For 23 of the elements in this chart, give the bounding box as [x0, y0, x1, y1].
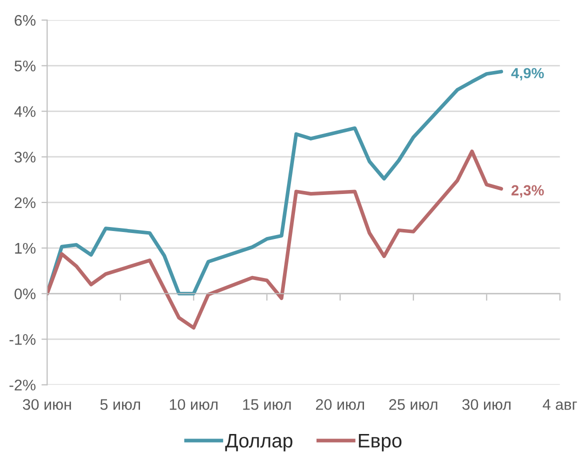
x-tick-label: 20 июл: [316, 399, 364, 410]
data-label: 4,9%: [511, 68, 544, 80]
line-series: [47, 150, 504, 330]
y-tick-label: 0%: [14, 288, 36, 300]
data-label: 2,3%: [512, 185, 544, 198]
y-tick-label: 6%: [14, 14, 36, 26]
y-tick-label: 4%: [14, 106, 36, 117]
legend-label: Доллар: [225, 434, 292, 452]
x-tick-label: 10 июл: [170, 399, 218, 410]
legend-label: Евро: [358, 434, 402, 452]
y-tick-label: 2%: [14, 197, 36, 208]
y-tick-label: -1%: [10, 334, 36, 345]
y-tick-label: -2%: [10, 380, 36, 390]
line-series: [47, 70, 504, 296]
x-tick-label: 4 авг: [542, 399, 577, 410]
x-tick-label: 15 июл: [243, 399, 291, 410]
x-tick-label: 30 июн: [22, 399, 71, 410]
x-tick-label: 5 июл: [100, 399, 140, 410]
y-tick-label: 3%: [14, 152, 36, 163]
y-tick-label: 1%: [15, 242, 36, 254]
x-tick-label: 25 июл: [389, 399, 438, 410]
y-tick-label: 5%: [14, 60, 36, 72]
x-tick-label: 30 июл: [462, 399, 510, 410]
